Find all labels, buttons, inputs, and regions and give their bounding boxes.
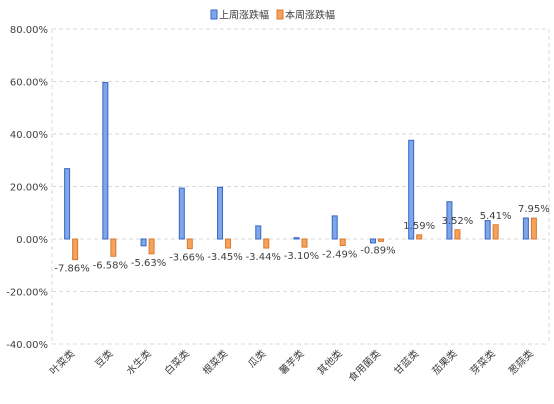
bar-series-1	[369, 238, 376, 244]
x-tick-label: 葱蒜类	[506, 347, 536, 377]
bar-series-1	[178, 187, 185, 240]
x-tick-label: 薯芋类	[276, 347, 306, 377]
bar-series-2	[72, 238, 79, 261]
data-label: -5.63%	[131, 258, 166, 269]
bar-series-2	[454, 229, 461, 240]
bar-series-1	[140, 238, 147, 247]
x-tick-label: 叶菜类	[47, 347, 77, 377]
bar-series-2	[186, 238, 193, 250]
y-axis: 80.00% 60.00% 40.00% 20.00% 0.00% -20.00% -40.…	[6, 25, 48, 351]
data-label: 1.59%	[403, 221, 435, 232]
x-tick-label: 食用菌类	[346, 347, 383, 384]
data-labels: -7.86% -6.58% -5.63% -3.66% -3.45% -3.44% -3.1…	[54, 204, 549, 275]
y-tick-label: 0.00%	[16, 235, 48, 246]
x-tick-label: 水生类	[123, 347, 153, 377]
x-tick-label: 芽菜类	[467, 347, 497, 377]
y-tick-label: 20.00%	[10, 183, 48, 194]
bar-series-2	[225, 238, 232, 249]
bar-series-2	[530, 217, 537, 240]
data-label: -2.49%	[322, 250, 357, 261]
bar-series-1	[293, 237, 300, 240]
bars	[64, 82, 537, 261]
x-tick-label: 瓜类	[245, 347, 268, 370]
x-tick-label: 白菜类	[162, 347, 192, 377]
legend-swatch-series-1	[210, 9, 218, 20]
bar-series-2	[110, 238, 117, 257]
data-label: -3.45%	[207, 252, 242, 263]
bar-series-1	[255, 225, 262, 240]
y-tick-label: -20.00%	[6, 288, 48, 299]
data-label: 7.95%	[518, 204, 550, 215]
data-label: -0.89%	[360, 245, 395, 256]
y-tick-label: 60.00%	[10, 78, 48, 89]
x-tick-label: 根菜类	[200, 347, 230, 377]
x-tick-label: 其他类	[314, 347, 344, 377]
bar-series-2	[301, 238, 308, 248]
data-label: -3.44%	[246, 252, 281, 263]
legend-swatch-series-2	[276, 9, 284, 20]
data-label: -3.66%	[169, 253, 204, 264]
bar-series-2	[148, 238, 155, 255]
legend-label-series-2: 本周涨跌幅	[285, 9, 335, 22]
bar-series-1	[217, 186, 224, 240]
x-tick-label: 豆类	[92, 347, 115, 370]
bar-series-1	[331, 215, 338, 240]
data-label: 5.41%	[480, 211, 512, 222]
y-tick-label: -40.00%	[6, 340, 48, 351]
bar-series-1	[408, 139, 415, 240]
bar-series-2	[492, 224, 499, 240]
legend-label-series-1: 上周涨跌幅	[219, 9, 269, 22]
bar-series-2	[339, 238, 346, 247]
bar-series-2	[416, 234, 423, 240]
x-tick-label: 茄果类	[429, 347, 459, 377]
data-label: -7.86%	[54, 264, 89, 275]
bar-series-1	[102, 82, 109, 240]
x-tick-label: 甘蓝类	[391, 347, 421, 377]
gridlines	[51, 28, 550, 345]
data-label: -3.10%	[284, 251, 319, 262]
x-axis: 叶菜类 豆类 水生类 白菜类 根菜类 瓜类 薯芋类 其他类 食用菌类 甘蓝类 茄果类 芽菜类 葱蒜类	[47, 347, 536, 384]
data-label: 3.52%	[442, 216, 474, 227]
y-tick-label: 80.00%	[10, 25, 48, 36]
data-label: -6.58%	[93, 260, 128, 271]
bar-series-1	[522, 217, 529, 240]
bar-series-1	[484, 220, 491, 240]
y-tick-label: 40.00%	[10, 130, 48, 141]
legend: 上周涨跌幅 本周涨跌幅	[210, 9, 335, 22]
bar-series-2	[377, 238, 384, 242]
bar-series-1	[446, 201, 453, 240]
bar-series-2	[263, 238, 270, 249]
bar-series-1	[64, 168, 71, 240]
